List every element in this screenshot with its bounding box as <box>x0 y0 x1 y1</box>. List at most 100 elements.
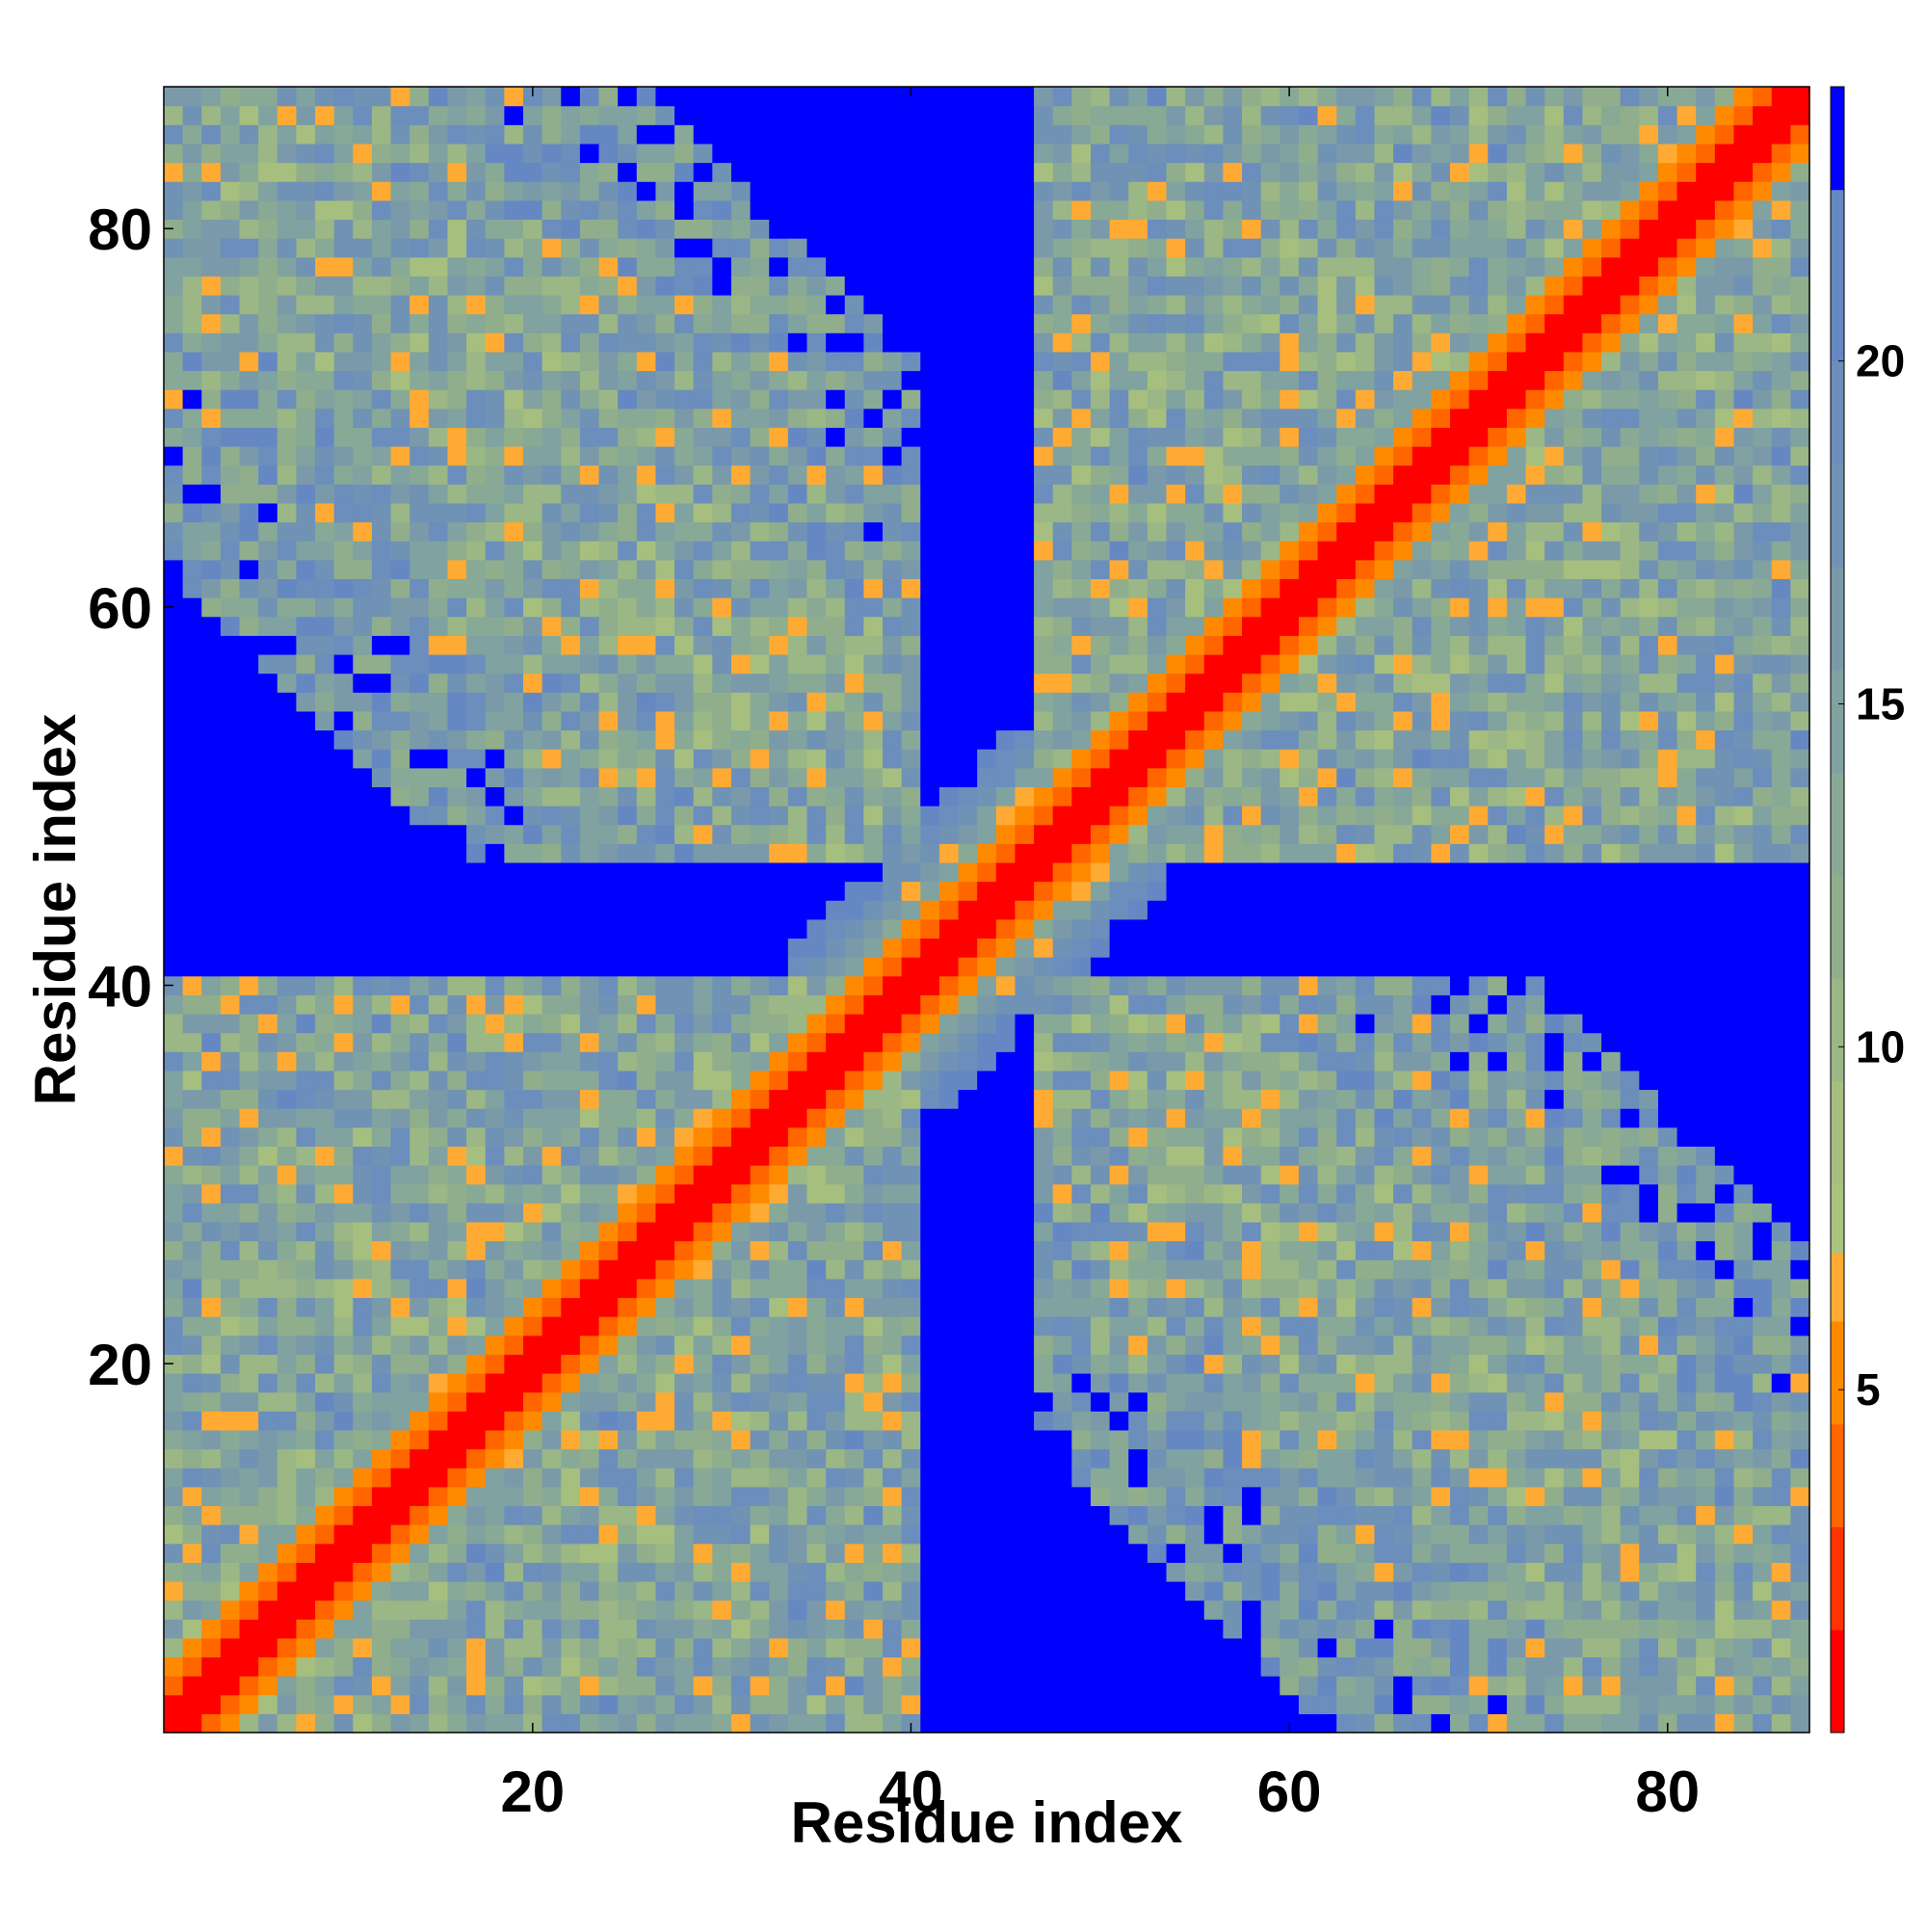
heatmap-cell <box>315 824 335 844</box>
heatmap-cell <box>787 1619 808 1639</box>
heatmap-cell <box>1034 673 1054 693</box>
heatmap-cell <box>1128 597 1148 618</box>
heatmap-cell <box>1166 1637 1186 1658</box>
heatmap-cell <box>466 900 487 920</box>
heatmap-cell <box>315 124 335 145</box>
heatmap-cell <box>920 1335 940 1355</box>
heatmap-cell <box>1052 1070 1072 1091</box>
heatmap-cell <box>844 749 864 769</box>
heatmap-cell <box>618 464 638 485</box>
heatmap-cell <box>353 181 373 201</box>
heatmap-cell <box>561 427 581 447</box>
heatmap-cell <box>598 1713 619 1734</box>
heatmap-cell <box>1109 1354 1129 1374</box>
heatmap-cell <box>712 1676 732 1696</box>
heatmap-cell <box>938 786 960 807</box>
heatmap-cell <box>674 881 695 901</box>
heatmap-cell <box>920 521 940 542</box>
heatmap-cell <box>353 124 373 145</box>
heatmap-cell <box>201 1221 222 1242</box>
heatmap-cell <box>995 1259 1016 1280</box>
heatmap-cell <box>655 1543 675 1563</box>
heatmap-cell <box>1015 181 1035 201</box>
heatmap-cell <box>1166 1372 1186 1393</box>
heatmap-cell <box>1128 729 1148 750</box>
heatmap-cell <box>618 238 638 258</box>
heatmap-cell <box>296 389 316 410</box>
heatmap-cell <box>618 635 638 655</box>
heatmap-cell <box>164 1486 184 1507</box>
heatmap-cell <box>844 370 864 390</box>
heatmap-cell <box>541 162 562 182</box>
heatmap-cell <box>277 464 298 485</box>
heatmap-cell <box>806 1411 827 1431</box>
heatmap-cell <box>769 1297 789 1317</box>
heatmap-cell <box>769 1411 789 1431</box>
heatmap-cell <box>958 1316 978 1337</box>
heatmap-cell <box>220 276 241 296</box>
heatmap-cell <box>1166 1694 1186 1714</box>
heatmap-cell <box>863 1183 884 1204</box>
heatmap-cell <box>863 1372 884 1393</box>
heatmap-cell <box>466 767 487 787</box>
heatmap-cell <box>1203 1676 1224 1696</box>
heatmap-cell <box>333 1070 354 1091</box>
heatmap-cell <box>447 1316 467 1337</box>
heatmap-cell <box>901 635 921 655</box>
heatmap-cell <box>353 1505 373 1525</box>
heatmap-cell <box>371 767 392 787</box>
heatmap-cell <box>579 351 600 372</box>
heatmap-cell <box>182 162 202 182</box>
heatmap-cell <box>541 541 562 561</box>
heatmap-cell <box>901 824 921 844</box>
heatmap-cell <box>636 1146 657 1166</box>
heatmap-cell <box>598 162 619 182</box>
heatmap-cell <box>863 994 884 1015</box>
heatmap-cell <box>447 786 467 807</box>
heatmap-cell <box>296 1070 316 1091</box>
heatmap-cell <box>712 521 732 542</box>
heatmap-cell <box>296 673 316 693</box>
heatmap-cell <box>182 408 202 428</box>
heatmap-cell <box>315 1146 335 1166</box>
heatmap-cell <box>655 710 675 731</box>
heatmap-cell <box>1052 729 1072 750</box>
heatmap-cell <box>201 824 222 844</box>
heatmap-cell <box>1015 1694 1035 1714</box>
heatmap-cell <box>561 1429 581 1450</box>
heatmap-cell <box>541 1562 562 1582</box>
heatmap-cell <box>730 710 752 731</box>
heatmap-cell <box>769 1372 789 1393</box>
heatmap-cell <box>995 881 1016 901</box>
heatmap-cell <box>428 1297 449 1317</box>
heatmap-cell <box>371 105 392 125</box>
heatmap-cell <box>712 1656 732 1677</box>
heatmap-cell <box>182 1372 202 1393</box>
heatmap-cell <box>561 1694 581 1714</box>
heatmap-cell <box>485 881 505 901</box>
heatmap-cell <box>995 1448 1016 1469</box>
heatmap-cell <box>598 87 619 107</box>
heatmap-cell <box>239 1600 259 1620</box>
heatmap-cell <box>995 1562 1016 1582</box>
heatmap-cell <box>1147 276 1168 296</box>
heatmap-cell <box>636 1391 657 1412</box>
heatmap-cell <box>712 276 732 296</box>
heatmap-cell <box>883 597 903 618</box>
heatmap-cell <box>920 616 940 636</box>
heatmap-cell <box>1090 1183 1111 1204</box>
heatmap-cell <box>447 87 467 107</box>
heatmap-cell <box>598 1240 619 1260</box>
heatmap-cell <box>674 199 695 221</box>
heatmap-cell <box>220 1694 241 1714</box>
heatmap-cell <box>636 692 657 712</box>
heatmap-cell <box>618 806 638 826</box>
heatmap-cell <box>201 1089 222 1109</box>
heatmap-cell <box>1052 541 1072 561</box>
heatmap-cell <box>1034 370 1054 390</box>
heatmap-cell <box>1147 181 1168 201</box>
heatmap-cell <box>390 635 410 655</box>
heatmap-cell <box>1034 881 1054 901</box>
heatmap-cell <box>333 351 354 372</box>
heatmap-cell <box>674 1089 695 1109</box>
